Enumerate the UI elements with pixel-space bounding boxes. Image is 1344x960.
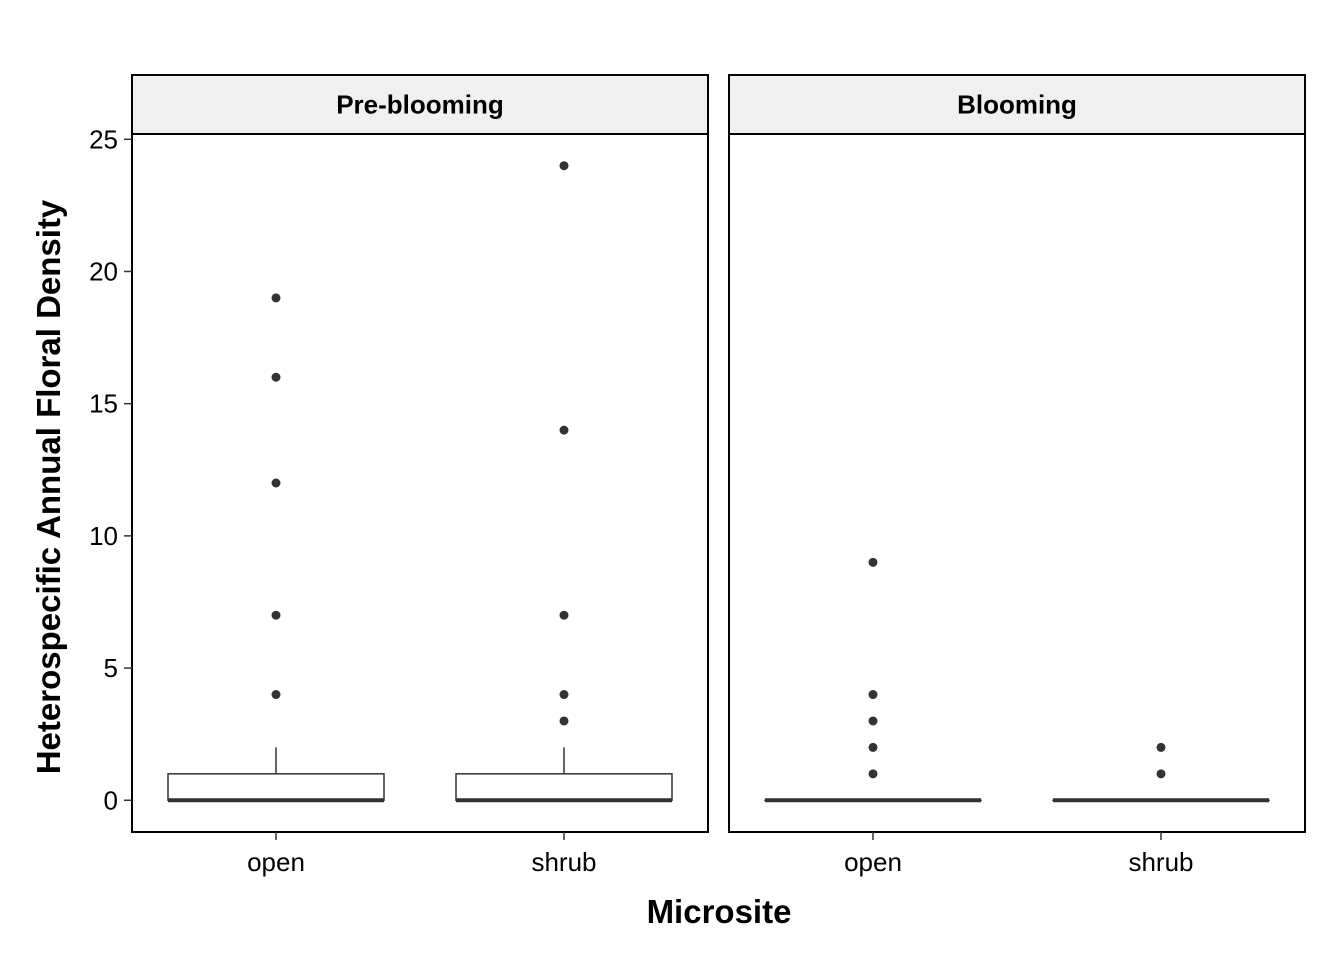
facet-strip-label: Pre-blooming	[336, 90, 504, 120]
y-tick-label: 0	[104, 785, 118, 815]
outlier-point	[868, 716, 878, 726]
outlier-point	[559, 610, 569, 620]
outlier-point	[559, 716, 569, 726]
panel-border	[131, 133, 709, 833]
facet-panel: Pre-blooming open shrub	[131, 74, 709, 877]
outlier-point	[868, 769, 878, 779]
y-tick-label: 5	[104, 653, 118, 683]
outlier-point	[271, 478, 281, 488]
x-tick-label: open	[247, 847, 305, 877]
box-iqr	[455, 773, 673, 802]
y-tick-label: 15	[89, 389, 118, 419]
outlier-point	[271, 690, 281, 700]
outlier-point	[271, 293, 281, 303]
y-tick-label: 10	[89, 521, 118, 551]
box-shrub	[455, 161, 673, 803]
box-open	[764, 557, 982, 803]
y-axis-title: Heterospecific Annual Floral Density	[30, 199, 67, 774]
x-axis-title: Microsite	[647, 893, 792, 930]
panel-border	[728, 133, 1306, 833]
facet-panel: Blooming open shrub	[728, 74, 1306, 877]
y-tick-label: 20	[89, 256, 118, 286]
x-tick-label: shrub	[1128, 847, 1193, 877]
outlier-point	[1156, 769, 1166, 779]
outlier-point	[1156, 742, 1166, 752]
facet-panels: Pre-blooming open shrub Blooming open shrub	[131, 74, 1306, 877]
box-shrub	[1052, 742, 1270, 803]
outlier-point	[559, 161, 569, 171]
facet-strip	[131, 74, 709, 135]
outlier-point	[271, 372, 281, 382]
outlier-point	[868, 557, 878, 567]
outlier-point	[271, 610, 281, 620]
facet-strip-label: Blooming	[957, 90, 1077, 120]
outlier-point	[868, 742, 878, 752]
facet-strip	[728, 74, 1306, 135]
outlier-point	[559, 425, 569, 435]
outlier-point	[559, 690, 569, 700]
x-tick-label: open	[844, 847, 902, 877]
outlier-point	[868, 690, 878, 700]
box-open	[167, 293, 385, 803]
box-iqr	[167, 773, 385, 802]
y-axis: 0 5 10 15 20 25	[89, 124, 132, 815]
x-tick-label: shrub	[531, 847, 596, 877]
y-tick-label: 25	[89, 124, 118, 154]
